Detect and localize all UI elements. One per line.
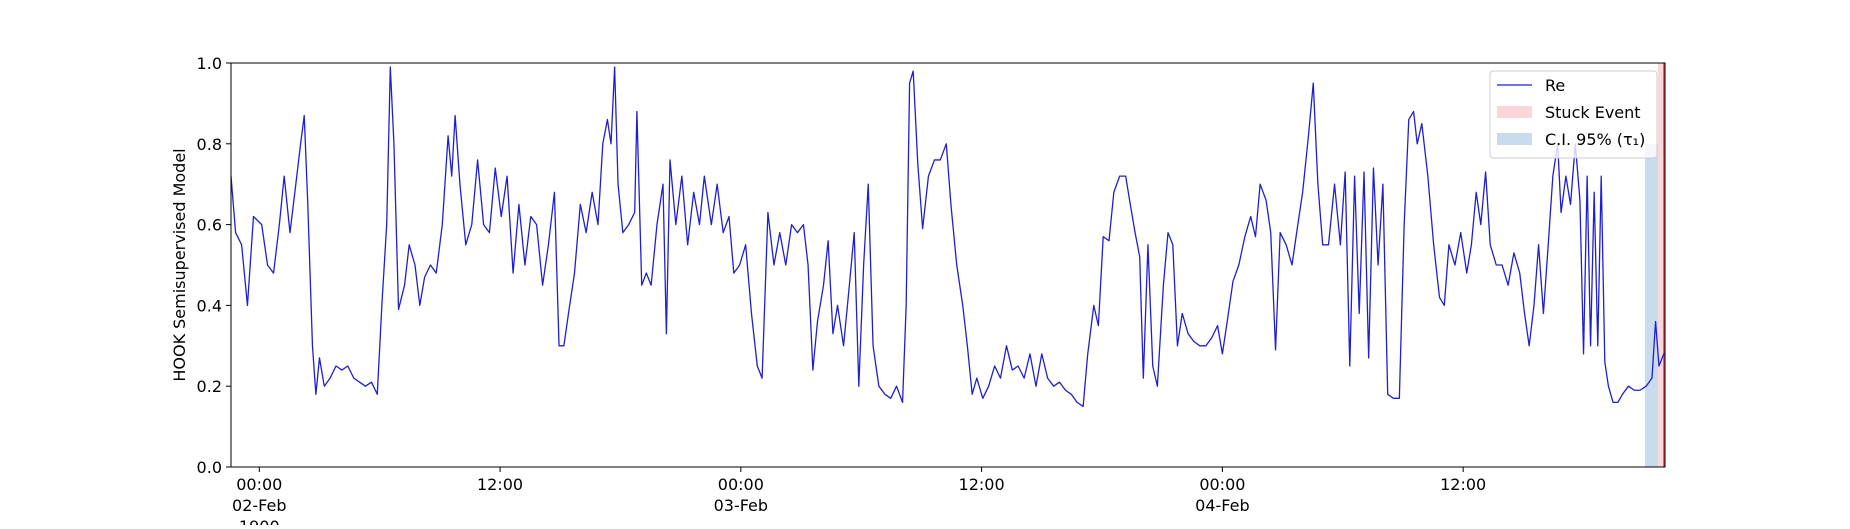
legend-label: Stuck Event (1545, 103, 1641, 122)
y-axis-label: HOOK Semisupervised Model (170, 148, 189, 381)
x-tick-label: 00:00 03-Feb (714, 475, 768, 515)
y-tick-label: 0.8 (197, 135, 222, 154)
span-region (1657, 63, 1665, 467)
plot-frame (230, 62, 1666, 468)
y-tick-label: 0.2 (197, 377, 222, 396)
data-line (230, 66, 1665, 408)
x-tick-label: 12:00 (959, 475, 1005, 494)
legend-swatch (1497, 106, 1532, 118)
span-region (1644, 143, 1658, 468)
x-tick-label: 12:00 (1440, 475, 1486, 494)
y-tick-label: 0.6 (197, 216, 222, 235)
y-tick-label: 1.0 (197, 54, 222, 73)
legend-label: C.I. 95% (τ₁) (1545, 130, 1645, 149)
x-tick-label: 00:00 04-Feb (1195, 475, 1249, 515)
y-tick-label: 0.0 (197, 458, 222, 477)
legend-label: Re (1545, 76, 1565, 95)
legend-swatch (1497, 133, 1532, 145)
x-tick-label: 12:00 (477, 475, 523, 494)
y-tick-label: 0.4 (197, 296, 222, 315)
